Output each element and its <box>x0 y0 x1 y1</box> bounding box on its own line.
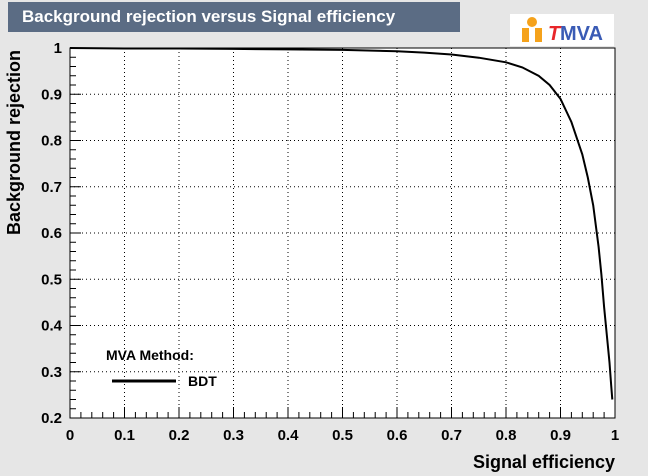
y-tick-label: 0.8 <box>41 133 62 150</box>
series-line-bdt <box>69 47 614 400</box>
x-tick-label: 0 <box>66 427 74 444</box>
x-tick-label: 0.3 <box>223 427 244 444</box>
x-tick-label: 0.7 <box>441 427 462 444</box>
chart-title-bar: Background rejection versus Signal effic… <box>8 2 460 32</box>
x-tick-labels: 0 0.1 0.2 0.3 0.4 0.5 0.6 0.7 0.8 0.9 1 <box>66 427 619 444</box>
y-tick-label: 0.4 <box>41 318 63 335</box>
y-tick-label: 0.3 <box>41 364 62 381</box>
x-axis-title: Signal efficiency <box>473 452 615 472</box>
grid <box>70 48 615 418</box>
chart-title: Background rejection versus Signal effic… <box>22 7 396 26</box>
y-tick-label: 0.9 <box>41 86 62 103</box>
y-tick-label: 0.7 <box>41 179 62 196</box>
y-axis-title: Background rejection <box>4 50 24 235</box>
x-tick-label: 0.1 <box>114 427 135 444</box>
x-tick-label: 0.4 <box>278 427 300 444</box>
axis-ticks <box>69 47 616 419</box>
tmva-logo: T MVA <box>510 14 614 46</box>
legend-header: MVA Method: <box>106 347 194 363</box>
x-tick-label: 0.6 <box>387 427 408 444</box>
legend-label-bdt: BDT <box>188 373 217 389</box>
x-tick-label: 0.9 <box>550 427 571 444</box>
y-tick-label: 1 <box>54 40 62 57</box>
tmva-logo-graphic: T MVA <box>522 17 603 45</box>
logo-figure-left <box>522 28 529 42</box>
logo-figure-right <box>535 28 542 42</box>
y-tick-label: 0.5 <box>41 271 62 288</box>
y-tick-label: 0.2 <box>41 410 62 427</box>
x-tick-label: 0.2 <box>169 427 190 444</box>
x-tick-label: 1 <box>611 427 619 444</box>
logo-t: T <box>548 23 562 45</box>
y-tick-label: 0.6 <box>41 225 62 242</box>
x-tick-label: 0.5 <box>332 427 353 444</box>
logo-mva: MVA <box>560 23 603 45</box>
y-tick-labels: 0.2 0.3 0.4 0.5 0.6 0.7 0.8 0.9 1 <box>41 40 63 427</box>
x-tick-label: 0.8 <box>496 427 517 444</box>
logo-figure-head <box>527 17 537 27</box>
